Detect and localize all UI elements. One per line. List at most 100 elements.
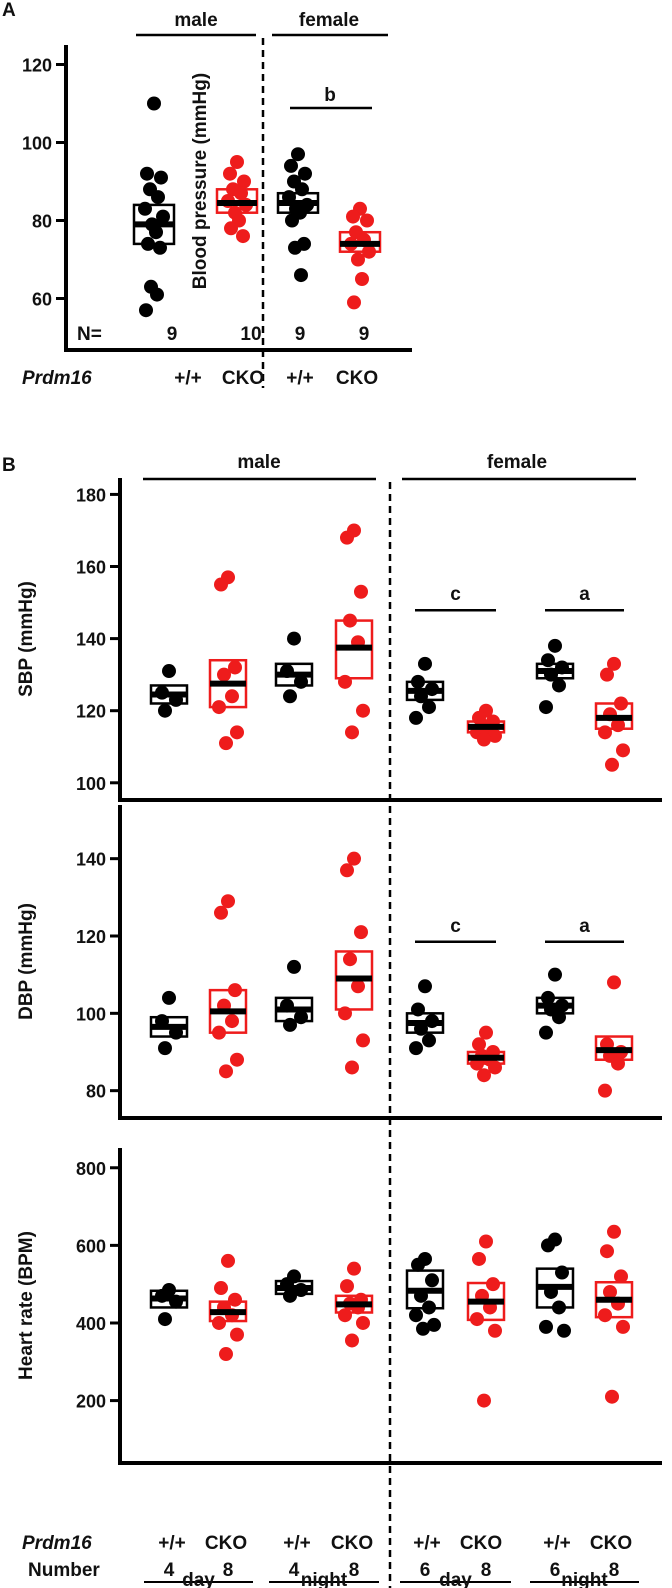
b2-female-night-cko-point: [598, 1083, 612, 1098]
b2-male-day-cko-point: [225, 1014, 239, 1029]
b-number-value: 8: [223, 1560, 234, 1581]
b1-y-tick-label: 160: [76, 558, 106, 578]
b1-female-day--point: [409, 710, 423, 725]
b-period-label: day: [439, 1570, 472, 1588]
b-female-label: female: [487, 452, 547, 473]
b1-y-tick-label: 180: [76, 485, 106, 505]
a-genotype-label: CKO: [222, 368, 264, 389]
b3-male-day-cko-point: [221, 1253, 235, 1268]
b-genotype-label: CKO: [205, 1533, 247, 1554]
a-female--point: [294, 268, 308, 283]
b-genotype-title: Prdm16: [22, 1533, 92, 1554]
a-male-cko-point: [223, 166, 237, 181]
b1-male-night-cko-point: [356, 703, 370, 718]
b2-y-tick-label: 140: [76, 850, 106, 870]
b2-male-day-cko-point: [214, 905, 228, 920]
b3-female-day--point: [416, 1321, 430, 1336]
b2-female-day-cko-point: [477, 1068, 491, 1083]
b-genotype-label: +/+: [158, 1533, 185, 1554]
a-y-tick-label: 60: [32, 290, 52, 310]
a-female-label: female: [299, 10, 359, 31]
a-male--point: [147, 96, 161, 111]
b2-male-night--point: [287, 959, 301, 974]
b2-male-night-cko-point: [343, 952, 357, 967]
a-female-cko-point: [360, 213, 374, 228]
b3-male-day-cko-point: [230, 1327, 244, 1342]
b1-male-day-cko-point: [225, 689, 239, 704]
b3-male-night-cko-point: [356, 1315, 370, 1330]
a-n-value: 9: [295, 324, 306, 345]
b1-female-night--point: [552, 678, 566, 693]
b1-male-day-cko-point: [219, 736, 233, 751]
a-male--point: [139, 303, 153, 318]
panel-a-label: A: [2, 0, 16, 21]
b3-male-day-cko-point: [212, 1315, 226, 1330]
b3-female-day--point: [409, 1308, 423, 1323]
b1-y-axis-label: SBP (mmHg): [16, 581, 37, 697]
b1-male-night--point: [287, 631, 301, 646]
a-female--point: [285, 213, 299, 228]
b2-female-day-cko-point: [479, 1025, 493, 1040]
b2-male-day--point: [162, 990, 176, 1005]
a-female--point: [288, 240, 302, 255]
b1-male-night-cko-point: [345, 725, 359, 740]
b1-female-day--point: [422, 700, 436, 715]
b2-female-day--point: [409, 1041, 423, 1056]
a-male-cko-point: [237, 174, 251, 189]
a-genotype-label: +/+: [286, 368, 313, 389]
b-number-value: 8: [349, 1560, 360, 1581]
b-period-label: night: [561, 1570, 608, 1588]
b1-female-night--point: [548, 638, 562, 653]
b3-female-day--point: [411, 1257, 425, 1272]
a-male--point: [150, 287, 164, 302]
b3-female-night--point: [539, 1319, 553, 1334]
b3-female-night-cko-point: [607, 1224, 621, 1239]
a-female--point: [291, 147, 305, 162]
a-male-cko-point: [236, 229, 250, 244]
b3-y-tick-label: 200: [76, 1392, 106, 1412]
b1-male-day-cko-point: [214, 577, 228, 592]
b3-female-day-cko-point: [472, 1251, 486, 1266]
b-genotype-label: CKO: [460, 1533, 502, 1554]
b1-female-night-cko-point: [616, 743, 630, 758]
b3-male-day--point: [158, 1312, 172, 1327]
a-male--point: [140, 166, 154, 181]
b-number-value: 4: [164, 1560, 175, 1581]
a-genotype-label: +/+: [174, 368, 201, 389]
a-male-cko-point: [224, 221, 238, 236]
b2-male-night-cko-point: [345, 1060, 359, 1075]
b2-sig-letter: c: [450, 916, 461, 937]
b3-male-night--point: [283, 1288, 297, 1303]
a-female-cko-point: [346, 209, 360, 224]
a-male--point: [151, 190, 165, 205]
a-genotype-label: CKO: [336, 368, 378, 389]
b3-female-night-cko-point: [600, 1244, 614, 1259]
b2-y-tick-label: 120: [76, 927, 106, 947]
b2-male-night-cko-point: [340, 863, 354, 878]
b2-female-night--point: [548, 967, 562, 982]
b1-female-night--point: [539, 700, 553, 715]
b2-male-day--point: [158, 1041, 172, 1056]
b2-y-tick-label: 100: [76, 1004, 106, 1024]
b3-female-day--point: [427, 1317, 441, 1332]
b2-female-day-cko-point: [472, 1037, 486, 1052]
b1-male-night-cko-point: [354, 584, 368, 599]
a-female-cko-point: [351, 252, 365, 267]
b3-male-night-cko-point: [347, 1261, 361, 1276]
b1-female-day-cko-point: [477, 732, 491, 747]
b2-male-night-cko-point: [347, 851, 361, 866]
a-female-cko-point: [347, 295, 361, 310]
b-period-label: night: [301, 1570, 348, 1588]
a-n-value: 10: [240, 324, 261, 345]
b1-female-night--point: [541, 653, 555, 668]
b3-female-day-cko-point: [488, 1323, 502, 1338]
a-y-tick-label: 120: [22, 56, 52, 76]
b1-sig-letter: a: [579, 584, 590, 605]
b-number-title: Number: [28, 1560, 100, 1581]
b2-y-axis-label: DBP (mmHg): [16, 903, 37, 1020]
a-male--point: [149, 225, 163, 240]
b-number-value: 6: [420, 1560, 431, 1581]
b2-male-night-cko-point: [351, 979, 365, 994]
b3-male-night-cko-point: [345, 1333, 359, 1348]
